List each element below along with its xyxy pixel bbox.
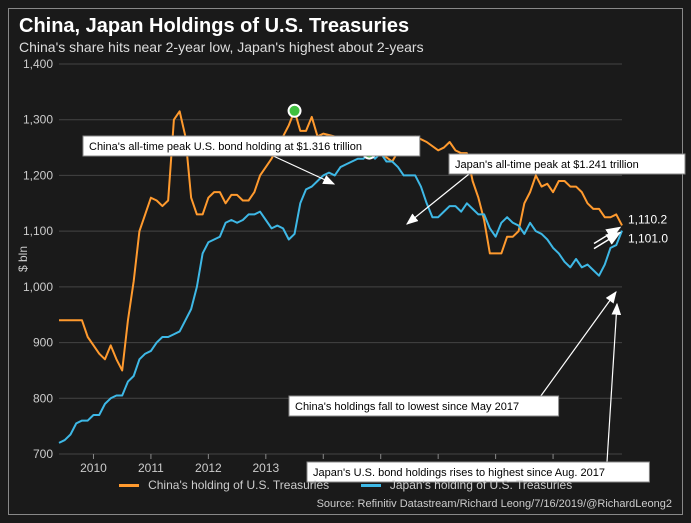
svg-text:1,200: 1,200: [23, 168, 53, 182]
svg-text:900: 900: [33, 336, 53, 350]
legend-swatch-china: [119, 484, 139, 487]
svg-text:China's holdings fall to lowes: China's holdings fall to lowest since Ma…: [295, 401, 519, 413]
chart-border: China, Japan Holdings of U.S. Treasuries…: [8, 8, 683, 515]
legend-label-japan: Japan's holding of U.S. Treasuries: [390, 478, 572, 492]
source-text: Source: Refinitiv Datastream/Richard Leo…: [317, 498, 672, 510]
svg-text:China's all-time peak U.S. bon: China's all-time peak U.S. bond holding …: [89, 141, 362, 153]
legend-label-china: China's holding of U.S. Treasuries: [148, 478, 329, 492]
svg-text:Japan's all-time peak at $1.24: Japan's all-time peak at $1.241 trillion: [455, 159, 639, 171]
svg-text:800: 800: [33, 391, 53, 405]
chart-title: China, Japan Holdings of U.S. Treasuries: [19, 15, 409, 38]
legend-item-china: China's holding of U.S. Treasuries: [119, 478, 333, 492]
chart-svg: 7008009001,0001,1001,2001,3001,400$ bln2…: [59, 64, 622, 454]
svg-text:2012: 2012: [195, 461, 222, 475]
svg-text:1,000: 1,000: [23, 280, 53, 294]
svg-text:$ bln: $ bln: [16, 246, 30, 272]
svg-text:2013: 2013: [252, 461, 279, 475]
svg-text:1,400: 1,400: [23, 57, 53, 71]
chart-subtitle: China's share hits near 2-year low, Japa…: [19, 39, 424, 55]
svg-text:2010: 2010: [80, 461, 107, 475]
svg-text:1,110.2: 1,110.2: [628, 212, 667, 226]
plot-area: 7008009001,0001,1001,2001,3001,400$ bln2…: [59, 64, 622, 454]
svg-text:1,100: 1,100: [23, 224, 53, 238]
chart-container: China, Japan Holdings of U.S. Treasuries…: [0, 0, 691, 523]
legend: China's holding of U.S. Treasuries Japan…: [9, 478, 682, 492]
svg-text:2011: 2011: [138, 461, 164, 475]
svg-text:1,300: 1,300: [23, 113, 53, 127]
svg-text:700: 700: [33, 447, 53, 461]
svg-text:1,101.0: 1,101.0: [628, 232, 668, 246]
legend-item-japan: Japan's holding of U.S. Treasuries: [361, 478, 573, 492]
legend-swatch-japan: [361, 484, 381, 487]
